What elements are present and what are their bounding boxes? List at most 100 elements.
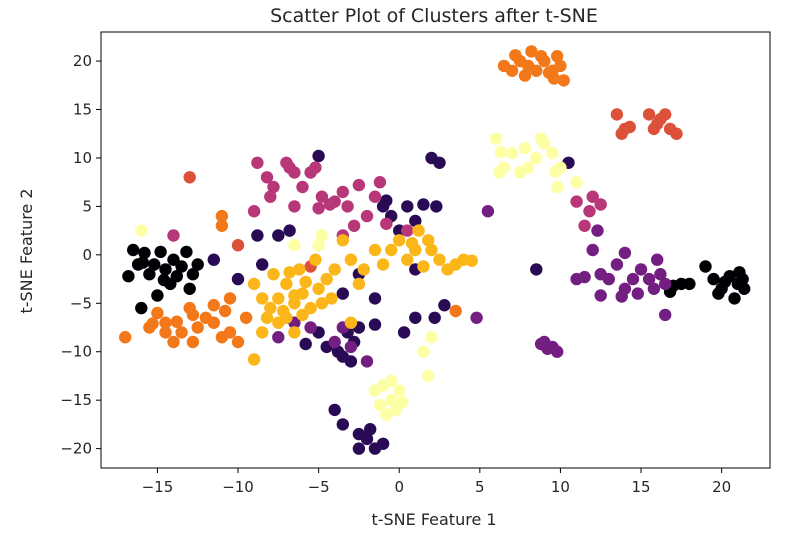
data-point — [368, 190, 382, 203]
data-point — [376, 258, 390, 271]
data-point — [186, 335, 200, 349]
data-point — [409, 214, 422, 228]
y-tick-label: −10 — [60, 343, 92, 361]
data-point — [368, 318, 382, 331]
data-point — [207, 253, 220, 266]
data-point — [304, 321, 317, 334]
data-point — [428, 311, 441, 324]
data-point — [623, 120, 636, 134]
data-point — [215, 219, 229, 232]
chart-title: Scatter Plot of Clusters after t-SNE — [270, 5, 598, 27]
data-point — [438, 299, 451, 312]
data-point — [170, 270, 183, 283]
data-point — [494, 145, 507, 159]
data-point — [393, 384, 406, 397]
data-point — [157, 273, 171, 287]
data-point — [497, 59, 511, 73]
data-point — [651, 253, 664, 266]
data-point — [180, 245, 193, 259]
data-point — [518, 69, 532, 82]
x-tick-label: −10 — [222, 478, 254, 496]
data-point — [119, 331, 132, 344]
points-layer — [119, 45, 751, 455]
data-point — [312, 149, 325, 163]
data-point — [347, 219, 361, 232]
data-point — [412, 224, 425, 237]
x-tick-label: −15 — [142, 478, 174, 496]
data-point — [380, 194, 393, 207]
data-point — [304, 301, 317, 315]
data-point — [586, 243, 599, 257]
data-point — [530, 64, 543, 78]
y-axis-label: t-SNE Feature 2 — [17, 188, 36, 313]
data-point — [256, 258, 269, 271]
data-point — [247, 277, 261, 291]
data-point — [272, 331, 285, 344]
y-tick-label: 10 — [73, 149, 92, 167]
data-point — [288, 289, 301, 302]
data-point — [586, 190, 599, 203]
data-point — [634, 263, 648, 276]
data-point — [247, 353, 261, 366]
data-point — [186, 268, 200, 281]
data-point — [336, 234, 349, 247]
data-point — [315, 229, 329, 242]
data-point — [151, 289, 164, 302]
data-point — [518, 142, 532, 155]
data-point — [522, 161, 535, 174]
data-point — [422, 369, 435, 383]
data-point — [610, 258, 624, 271]
data-point — [401, 200, 414, 213]
data-point — [191, 321, 204, 334]
data-point — [373, 398, 387, 412]
data-point — [570, 195, 583, 208]
data-point — [280, 311, 293, 324]
data-point — [159, 326, 172, 339]
data-point — [594, 198, 607, 211]
data-point — [146, 317, 159, 330]
data-point — [615, 290, 628, 303]
data-point — [409, 311, 422, 324]
data-point — [449, 304, 462, 318]
data-point — [712, 287, 725, 300]
data-point — [151, 306, 164, 320]
data-point — [251, 156, 264, 169]
data-point — [231, 335, 245, 349]
data-point — [309, 253, 322, 266]
data-point — [267, 180, 280, 194]
data-point — [183, 282, 196, 295]
data-point — [425, 331, 438, 344]
data-point — [328, 263, 341, 276]
data-point — [148, 258, 161, 271]
data-point — [135, 301, 148, 315]
data-point — [136, 256, 150, 269]
data-point — [138, 246, 151, 260]
data-point — [481, 205, 495, 218]
data-point — [525, 45, 538, 58]
data-point — [534, 50, 548, 63]
x-axis: −15 −10 −5 0 5 10 15 20 — [142, 468, 731, 496]
y-tick-label: 0 — [82, 246, 92, 264]
data-point — [551, 345, 564, 358]
data-point — [336, 185, 349, 199]
x-tick-label: 20 — [712, 478, 731, 496]
data-point — [610, 108, 624, 121]
data-point — [551, 180, 564, 194]
data-point — [122, 270, 135, 283]
y-tick-label: −5 — [70, 294, 92, 312]
data-point — [699, 260, 712, 273]
data-point — [578, 219, 591, 232]
data-point — [167, 229, 180, 242]
x-tick-label: 0 — [394, 478, 404, 496]
data-point — [320, 272, 333, 286]
data-point — [336, 287, 349, 300]
data-point — [465, 254, 478, 267]
data-point — [718, 275, 732, 289]
data-point — [256, 292, 269, 305]
data-point — [352, 277, 366, 291]
y-tick-label: 5 — [82, 197, 92, 215]
data-point — [385, 374, 398, 387]
data-point — [642, 272, 656, 286]
